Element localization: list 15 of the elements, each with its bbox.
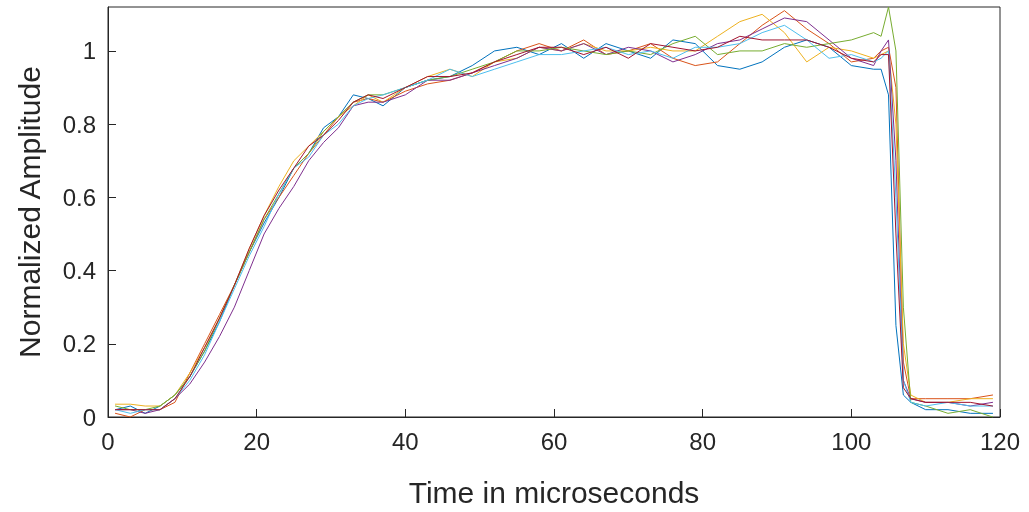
y-tick-label: 0.2 bbox=[62, 330, 96, 358]
x-axis-title: Time in microseconds bbox=[408, 475, 700, 509]
x-tick-label: 40 bbox=[391, 427, 419, 455]
y-tick-label: 0.4 bbox=[62, 257, 96, 285]
x-tick-label: 100 bbox=[831, 427, 872, 455]
y-tick-label: 0.8 bbox=[62, 110, 96, 138]
y-tick-label: 0 bbox=[82, 403, 96, 431]
x-tick-label: 0 bbox=[101, 427, 115, 455]
x-tick-label: 20 bbox=[243, 427, 271, 455]
y-tick-label: 0.6 bbox=[62, 183, 96, 211]
x-tick-label: 60 bbox=[540, 427, 568, 455]
y-axis-title: Normalized Amplitude bbox=[12, 66, 46, 358]
x-tick-label: 80 bbox=[689, 427, 717, 455]
y-tick-label: 1 bbox=[82, 37, 96, 65]
x-tick-label: 120 bbox=[979, 427, 1021, 455]
